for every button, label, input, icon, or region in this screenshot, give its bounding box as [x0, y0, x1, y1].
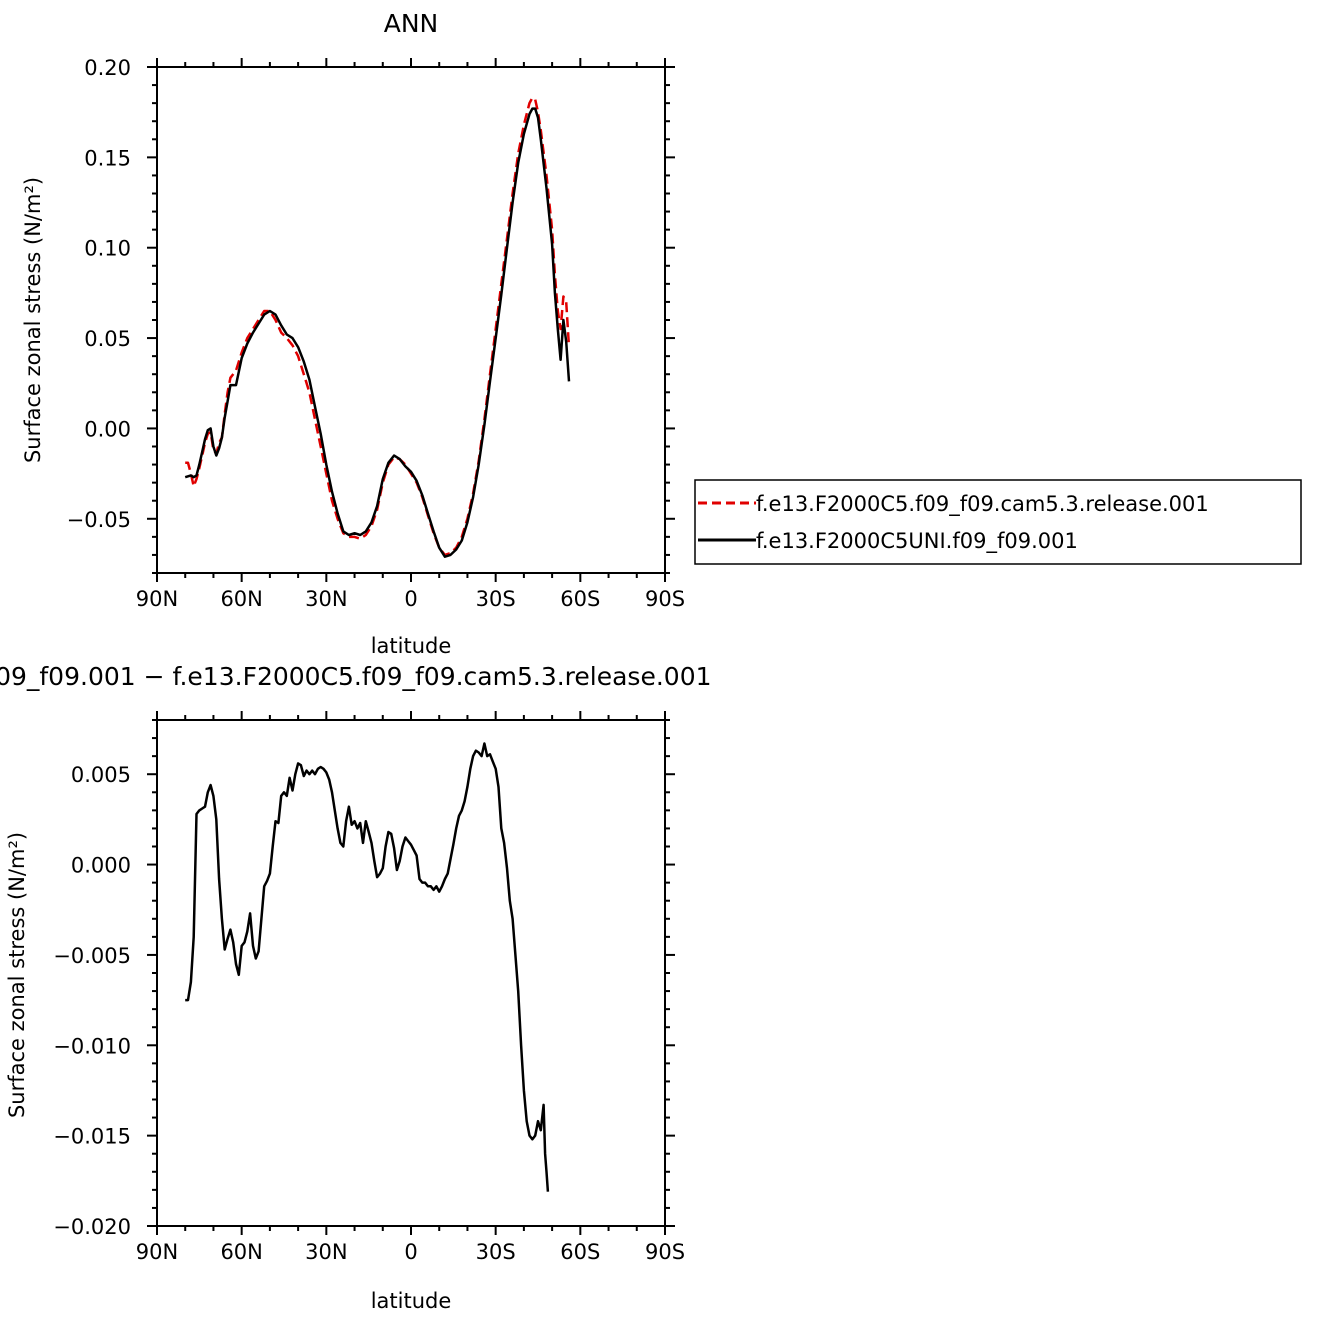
top-panel: ANN 90N 60N 30N 0 30S 60S 90S −0.05 0.00 0.05 0.10… [21, 9, 1302, 658]
top-y-tick-label: 0.10 [84, 237, 131, 261]
bottom-x-tick-label: 30N [305, 1240, 347, 1264]
legend-box [694, 479, 1302, 565]
bottom-panel: f.e13.F2000C5UNI.f09_f09.001 − f.e13.F20… [0, 662, 711, 1313]
legend-entry-2: f.e13.F2000C5UNI.f09_f09.001 [756, 529, 1078, 554]
bottom-x-tick-label: 0 [404, 1240, 417, 1264]
top-x-tick-label: 30N [305, 587, 347, 611]
top-x-tick-label: 60N [220, 587, 262, 611]
bottom-x-axis-label: latitude [371, 1289, 452, 1313]
bottom-x-tick-label: 60S [560, 1240, 600, 1264]
top-x-tick-label: 90N [136, 587, 178, 611]
bottom-panel-title: f.e13.F2000C5UNI.f09_f09.001 − f.e13.F20… [0, 662, 711, 691]
bottom-x-tick-label: 90S [645, 1240, 685, 1264]
bottom-x-tick-label: 90N [136, 1240, 178, 1264]
top-x-tick-label: 90S [645, 587, 685, 611]
top-y-tick-label: 0.05 [84, 327, 131, 351]
top-x-tick-label: 0 [404, 587, 417, 611]
bottom-y-tick-label: −0.015 [53, 1125, 131, 1149]
bottom-y-axis-label: Surface zonal stress (N/m²) [5, 832, 29, 1118]
bottom-series-line-1 [185, 742, 550, 1192]
bottom-y-tick-label: 0.005 [71, 763, 131, 787]
top-y-axis-label: Surface zonal stress (N/m²) [21, 177, 45, 463]
bottom-plot-frame [156, 719, 666, 1227]
top-panel-title: ANN [384, 9, 439, 38]
top-y-tick-label: 0.20 [84, 56, 131, 80]
bottom-y-tick-label: −0.020 [53, 1215, 131, 1239]
bottom-x-tick-label: 30S [476, 1240, 516, 1264]
legend: f.e13.F2000C5.f09_f09.cam5.3.release.001… [694, 479, 1302, 565]
top-y-tick-label: −0.05 [67, 508, 131, 532]
top-x-tick-label: 60S [560, 587, 600, 611]
top-y-tick-label: 0.00 [84, 417, 131, 441]
top-series-line-2 [184, 107, 571, 558]
bottom-y-tick-label: −0.010 [53, 1034, 131, 1058]
top-plot-frame [156, 66, 666, 574]
bottom-y-tick-label: 0.000 [71, 854, 131, 878]
bottom-y-tick-label: −0.005 [53, 944, 131, 968]
top-x-tick-label: 30S [476, 587, 516, 611]
bottom-x-tick-label: 60N [220, 1240, 262, 1264]
top-series-line-1 [185, 96, 571, 557]
legend-entry-1: f.e13.F2000C5.f09_f09.cam5.3.release.001 [756, 492, 1209, 517]
top-y-tick-label: 0.15 [84, 146, 131, 170]
top-x-axis-label: latitude [371, 634, 452, 658]
